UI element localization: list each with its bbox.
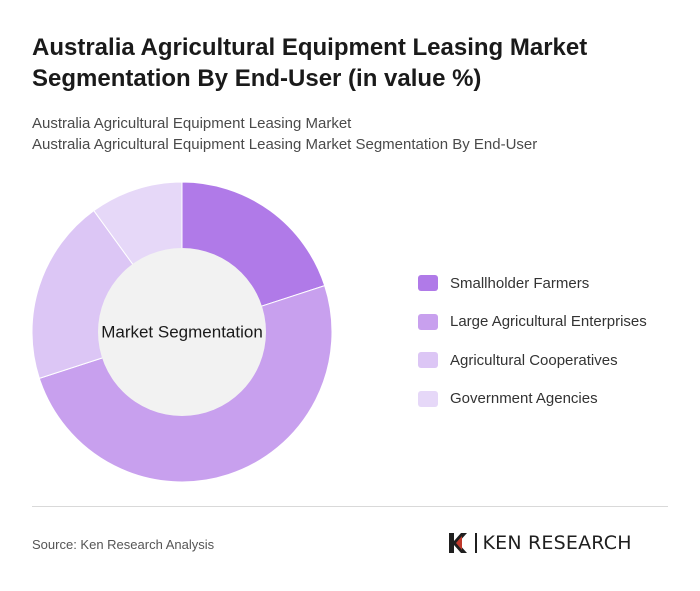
subtitle-line-2: Australia Agricultural Equipment Leasing… [32,136,538,153]
subtitle-line-1: Australia Agricultural Equipment Leasing… [32,115,352,132]
legend-item: Smallholder Farmers [418,264,647,303]
ken-research-logo: KEN RESEARCH [447,531,632,555]
ken-research-logo-icon [449,533,467,553]
logo-wordmark: KEN RESEARCH [482,532,632,554]
legend-item: Agricultural Cooperatives [418,341,647,380]
legend-swatch [418,352,438,369]
legend-label: Large Agricultural Enterprises [450,313,647,331]
legend-label: Smallholder Farmers [450,274,590,292]
chart-subtitle: Australia Agricultural Equipment Leasing… [32,113,537,155]
source-note: Source: Ken Research Analysis [32,537,215,552]
donut-chart: Market Segmentation [31,181,333,483]
legend-swatch [418,313,438,330]
legend-swatch [418,390,438,407]
footer-divider [32,506,668,507]
legend-item: Government Agencies [418,380,647,419]
legend-item: Large Agricultural Enterprises [418,303,647,342]
donut-center [98,248,266,416]
chart-legend: Smallholder Farmers Large Agricultural En… [418,264,647,418]
chart-title: Australia Agricultural Equipment Leasing… [32,34,588,92]
donut-center-label: Market Segmentation [101,322,263,341]
legend-label: Agricultural Cooperatives [450,351,618,369]
legend-swatch [418,275,438,292]
legend-label: Government Agencies [450,390,598,408]
logo-separator [475,533,477,553]
